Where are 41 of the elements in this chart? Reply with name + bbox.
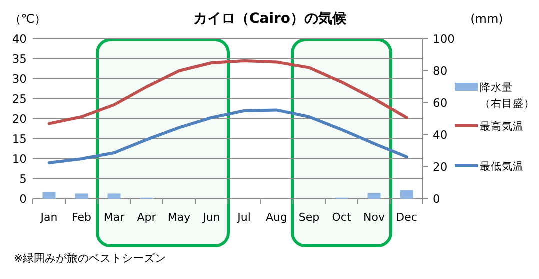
- legend-label: 最低気温: [480, 161, 524, 173]
- legend-label: 降水量（右目盛）: [480, 81, 535, 110]
- x-tick-label: Feb: [72, 211, 92, 224]
- bar: [42, 192, 56, 199]
- x-tick-label: Jun: [202, 211, 220, 224]
- y-tick-label: 0: [20, 192, 27, 206]
- y-tick-label: 25: [12, 92, 27, 106]
- y2-tick-label: 60: [433, 96, 448, 110]
- y-tick-label: 15: [12, 132, 27, 146]
- y2-tick-label: 100: [433, 32, 455, 46]
- chart-title: カイロ（Cairo）の気候: [193, 11, 348, 27]
- x-tick-label: Mar: [104, 211, 126, 224]
- x-tick-label: Dec: [396, 211, 418, 224]
- x-tick-label: May: [168, 211, 192, 224]
- y2-tick-label: 0: [433, 192, 440, 206]
- x-tick-label: Aug: [266, 211, 288, 224]
- y-tick-label: 5: [20, 172, 27, 186]
- y-tick-label: 40: [12, 32, 27, 46]
- y-tick-label: 20: [12, 112, 27, 126]
- line-series: [48, 108, 408, 164]
- bar: [75, 194, 88, 199]
- x-tick-label: Nov: [364, 211, 386, 224]
- x-tick-label: Oct: [332, 211, 352, 224]
- line-series: [48, 60, 408, 126]
- y-axis-title: （℃）: [9, 12, 47, 26]
- legend-label: 最高気温: [480, 120, 524, 133]
- bar: [368, 193, 381, 199]
- y2-tick-label: 20: [433, 160, 448, 174]
- y-tick-label: 35: [12, 52, 27, 66]
- y-tick-label: 30: [12, 72, 27, 86]
- bar: [400, 190, 414, 199]
- x-tick-label: Apr: [137, 211, 157, 224]
- x-tick-label: Jan: [40, 211, 58, 224]
- y2-tick-label: 40: [433, 128, 448, 142]
- y-tick-label: 10: [12, 152, 27, 166]
- y2-axis-title: (mm): [470, 12, 504, 26]
- text: ※緑囲みが旅のベストシーズン: [14, 252, 166, 265]
- y2-tick-label: 80: [433, 64, 448, 78]
- bar: [108, 194, 121, 199]
- x-tick-label: Jul: [236, 211, 251, 224]
- x-tick-label: Sep: [298, 211, 320, 224]
